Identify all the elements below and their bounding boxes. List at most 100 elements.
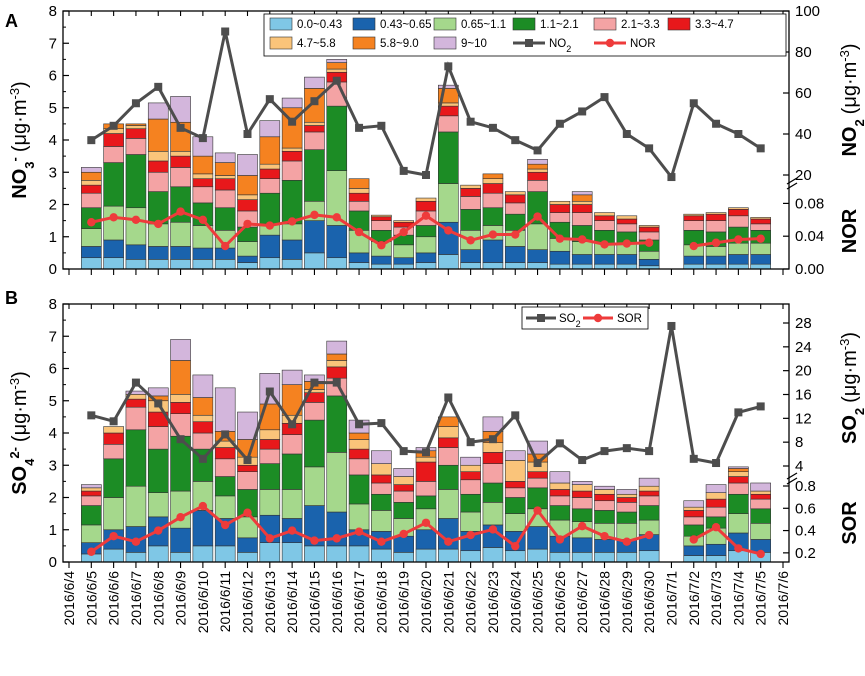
NOR-point: [600, 240, 609, 249]
SO2-point: [355, 420, 364, 429]
bar-segment-3.3~4.7: [326, 366, 348, 379]
bar-segment-1.1~2.1: [281, 453, 303, 490]
bar-segment-3.3~4.7: [415, 200, 437, 212]
bar-segment-2.1~3.3: [125, 406, 147, 431]
SO2-point: [444, 393, 453, 402]
left-tick-label: 8: [49, 296, 57, 313]
bar-segment-1.1~2.1: [594, 510, 615, 524]
bar-segment-1.1~2.1: [438, 464, 459, 490]
bar-segment-3.3~4.7: [371, 216, 392, 221]
bar-segment-0.43~0.65: [170, 246, 191, 260]
NO2-point: [600, 93, 609, 102]
bar-segment-4.7~5.8: [549, 482, 571, 490]
SOR-point: [577, 521, 587, 531]
legend-label: 1.1~2.1: [540, 19, 579, 31]
bar-segment-1.1~2.1: [571, 508, 593, 522]
bar-segment-9~10: [147, 387, 169, 397]
date-label: 2016/6/25: [530, 571, 546, 633]
legend-label: 5.8~9.0: [380, 38, 419, 50]
bar-segment-4.7~5.8: [192, 414, 214, 423]
SOR-point: [354, 527, 364, 536]
bar-segment-1.1~2.1: [326, 395, 348, 453]
bar-segment-1.1~2.1: [549, 505, 571, 521]
bar-segment-0.65~1.1: [504, 513, 526, 532]
bar-segment-0.43~0.65: [393, 535, 414, 553]
left-tick-label: 5: [49, 393, 57, 410]
NOR-point: [287, 217, 297, 226]
bar-segment-4.7~5.8: [304, 389, 325, 393]
bar-segment-2.1~3.3: [214, 458, 236, 477]
bar-segment-4.7~5.8: [638, 485, 660, 492]
SOR-line: [693, 525, 762, 556]
bar-segment-3.3~4.7: [549, 489, 571, 497]
bar-segment-4.7~5.8: [616, 215, 638, 220]
legend-b-ratio-label: SOR: [617, 313, 642, 325]
bar-segment-9~10: [81, 484, 102, 489]
bar-segment-4.7~5.8: [728, 207, 749, 210]
bar-segment-2.1~3.3: [214, 189, 236, 209]
bar-segment-9~10: [571, 481, 593, 485]
SOR-point: [533, 506, 542, 515]
NOR-point: [154, 219, 163, 229]
SOR-point: [466, 530, 475, 540]
NO2-point: [422, 171, 430, 179]
legend-ratio-marker: [605, 38, 615, 48]
SO2-point: [511, 411, 520, 420]
SO2-point: [176, 435, 185, 444]
bar-segment-0.0~0.43: [750, 263, 771, 270]
NO2-point: [555, 119, 564, 128]
SOR-point: [711, 523, 721, 532]
bar-segment-1.1~2.1: [125, 429, 147, 487]
date-label: 2016/6/10: [195, 571, 211, 633]
NOR-point: [756, 234, 765, 243]
bar-segment-0.0~0.43: [348, 545, 370, 563]
legend-label: 0.0~0.43: [297, 19, 342, 31]
bar-segment-4.7~5.8: [616, 493, 638, 498]
SO2-point: [109, 417, 118, 426]
bar-segment-9~10: [683, 500, 705, 508]
SOR-point: [600, 531, 609, 541]
bar-segment-4.7~5.8: [482, 178, 504, 184]
bar-segment-1.1~2.1: [348, 474, 370, 505]
NOR-point: [622, 239, 632, 248]
bar-segment-0.65~1.1: [705, 246, 727, 257]
SOR-point: [444, 537, 453, 546]
bar-segment-0.0~0.43: [438, 254, 459, 270]
panel-a-ratio-label: NOR: [839, 208, 861, 253]
bar-segment-3.3~4.7: [571, 204, 593, 213]
bar-segment-0.0~0.43: [460, 550, 481, 563]
panel-b-left-axis: 0 1 2 3 4 5 6 7 8: [49, 296, 69, 571]
legend-label: 4.7~5.8: [297, 38, 336, 50]
bar-segment-4.7~5.8: [705, 492, 727, 500]
date-label: 2016/6/28: [597, 571, 613, 633]
NO2-point: [511, 136, 520, 145]
bar-segment-3.3~4.7: [125, 128, 147, 139]
bar-segment-2.1~3.3: [482, 463, 504, 484]
SO2-point: [622, 444, 631, 453]
bar-segment-3.3~4.7: [460, 188, 481, 197]
bar-segment-0.65~1.1: [81, 524, 102, 543]
bar-segment-5.8~9.0: [348, 432, 370, 440]
bar-segment-2.1~3.3: [192, 186, 214, 204]
ratio-tick-label: 0.08: [795, 195, 824, 212]
gas-tick-label: 80: [795, 44, 812, 61]
SOR-point: [734, 544, 743, 553]
legend-swatch: [269, 17, 293, 31]
SOR-point: [154, 526, 163, 535]
date-label: 2016/7/2: [686, 571, 702, 626]
bar-segment-4.7~5.8: [460, 464, 481, 472]
date-label: 2016/6/11: [217, 571, 233, 632]
left-tick-label: 0: [49, 261, 57, 278]
bar-segment-9~10: [259, 120, 281, 138]
SOR-point: [198, 501, 208, 511]
date-label: 2016/6/30: [641, 571, 657, 633]
bar-segment-9~10: [237, 154, 258, 176]
NO2-point: [533, 146, 542, 155]
bar-segment-0.43~0.65: [504, 246, 526, 263]
bar-segment-2.1~3.3: [393, 490, 414, 503]
bar-segment-1.1~2.1: [415, 495, 437, 510]
bar-segment-1.1~2.1: [750, 508, 771, 524]
bar-segment-0.43~0.65: [170, 527, 191, 553]
left-tick-label: 1: [49, 229, 57, 246]
